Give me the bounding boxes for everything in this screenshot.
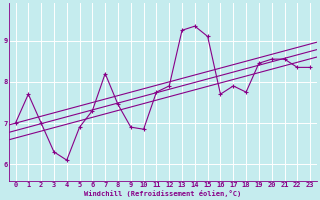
X-axis label: Windchill (Refroidissement éolien,°C): Windchill (Refroidissement éolien,°C) <box>84 190 242 197</box>
